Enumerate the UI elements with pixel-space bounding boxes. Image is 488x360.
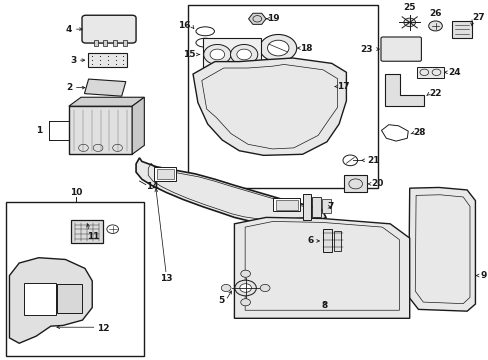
Bar (322, 199, 330, 213)
Bar (69, 106, 132, 154)
Bar (5, 202, 144, 356)
Circle shape (267, 40, 288, 56)
Text: 23: 23 (360, 45, 372, 54)
Polygon shape (69, 97, 144, 106)
Polygon shape (84, 79, 125, 96)
Polygon shape (248, 13, 265, 24)
Circle shape (234, 280, 256, 296)
Polygon shape (132, 97, 144, 154)
Text: 19: 19 (267, 14, 280, 23)
Text: 3: 3 (70, 56, 76, 65)
Bar (122, 40, 126, 46)
Bar (275, 199, 297, 210)
Circle shape (236, 49, 251, 60)
Text: 16: 16 (178, 22, 190, 31)
Text: 28: 28 (413, 129, 425, 138)
Circle shape (240, 299, 250, 306)
FancyBboxPatch shape (82, 15, 136, 43)
Circle shape (428, 21, 442, 31)
Bar (343, 175, 366, 193)
Circle shape (230, 45, 257, 64)
Bar (154, 167, 176, 181)
Text: 2: 2 (66, 83, 72, 92)
Circle shape (239, 284, 251, 292)
Polygon shape (57, 284, 81, 313)
Circle shape (259, 35, 296, 62)
Text: 10: 10 (70, 188, 82, 197)
Bar (94, 40, 98, 46)
Bar (103, 40, 107, 46)
Polygon shape (385, 74, 424, 106)
Text: 27: 27 (471, 13, 484, 22)
Polygon shape (234, 217, 409, 318)
Circle shape (403, 18, 415, 27)
Bar (416, 67, 443, 78)
Circle shape (283, 76, 312, 97)
Polygon shape (9, 258, 92, 343)
Polygon shape (193, 58, 346, 156)
Text: 12: 12 (97, 324, 109, 333)
Text: 13: 13 (160, 274, 172, 283)
Text: 8: 8 (321, 301, 327, 310)
Text: 14: 14 (145, 182, 158, 191)
Circle shape (270, 67, 324, 106)
Text: 26: 26 (428, 9, 441, 18)
Text: 11: 11 (87, 232, 100, 241)
Circle shape (221, 284, 230, 292)
Bar (203, 39, 261, 71)
Circle shape (261, 60, 334, 113)
Bar (88, 53, 127, 67)
Text: 7: 7 (326, 202, 333, 211)
Text: 20: 20 (371, 179, 383, 188)
Polygon shape (408, 188, 474, 311)
Circle shape (240, 270, 250, 277)
Text: 24: 24 (448, 68, 460, 77)
Bar (71, 220, 103, 243)
Circle shape (203, 45, 230, 64)
Bar (450, 21, 471, 39)
Text: 15: 15 (183, 50, 195, 59)
Text: 4: 4 (66, 24, 72, 33)
Text: 6: 6 (306, 237, 313, 246)
Bar (156, 169, 173, 179)
Bar (188, 5, 377, 188)
Bar (323, 229, 331, 252)
FancyBboxPatch shape (380, 37, 421, 61)
Text: 21: 21 (366, 156, 379, 165)
Text: 18: 18 (300, 44, 312, 53)
Bar (312, 197, 321, 217)
Circle shape (210, 49, 224, 60)
Bar (302, 194, 311, 220)
Text: 22: 22 (428, 89, 441, 98)
Bar (113, 40, 117, 46)
Bar (333, 231, 340, 251)
Text: 5: 5 (218, 296, 224, 305)
Text: 17: 17 (336, 82, 348, 91)
Circle shape (260, 284, 269, 292)
Text: 9: 9 (479, 271, 486, 280)
Polygon shape (24, 283, 56, 315)
Text: 25: 25 (403, 3, 415, 12)
Bar (273, 198, 300, 211)
Polygon shape (136, 158, 325, 225)
Text: 1: 1 (36, 126, 42, 135)
